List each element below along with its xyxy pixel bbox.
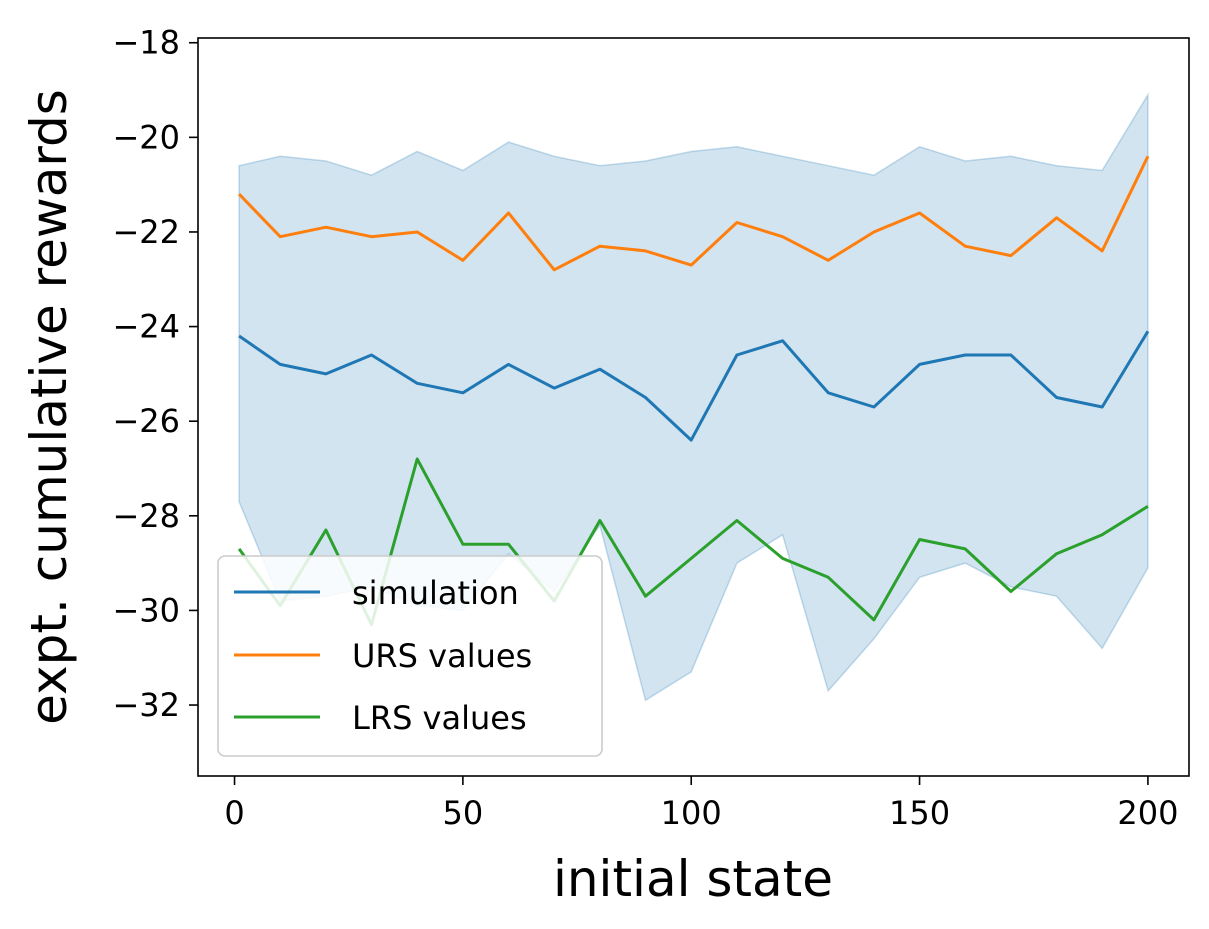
legend: simulation URS values LRS values xyxy=(217,555,603,757)
x-axis-title: initial state xyxy=(553,850,833,908)
confidence-band-0 xyxy=(238,92,1149,702)
y-axis: −32 −30 −28 −26 −24 −22 −20 −18 xyxy=(112,24,198,724)
legend-label-simulation: simulation xyxy=(352,574,519,612)
x-tick-label: 50 xyxy=(443,794,484,832)
y-tick-label: −30 xyxy=(112,591,180,629)
y-tick-label: −22 xyxy=(112,213,180,251)
y-tick-label: −28 xyxy=(112,497,180,535)
y-tick-label: −24 xyxy=(112,308,180,346)
plot-frame xyxy=(197,37,1190,777)
x-tick-label: 0 xyxy=(224,794,244,832)
y-tick-label: −32 xyxy=(112,686,180,724)
legend-label-urs: URS values xyxy=(352,637,532,675)
x-tick-label: 150 xyxy=(889,794,950,832)
y-tick-label: −20 xyxy=(112,118,180,156)
series-line-simulation xyxy=(238,330,1150,442)
legend-label-lrs: LRS values xyxy=(352,699,527,737)
y-axis-title: expt. cumulative rewards xyxy=(20,89,78,725)
confidence-bands xyxy=(238,92,1149,702)
legend-box xyxy=(217,555,603,757)
x-axis: 0 50 100 150 200 xyxy=(224,776,1178,832)
series-line-urs-values xyxy=(238,155,1150,272)
x-tick-label: 100 xyxy=(661,794,722,832)
y-tick-label: −18 xyxy=(112,24,180,62)
x-tick-label: 200 xyxy=(1117,794,1178,832)
y-tick-label: −26 xyxy=(112,402,180,440)
